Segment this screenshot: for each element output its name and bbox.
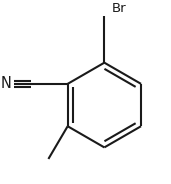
Text: Br: Br <box>112 1 127 15</box>
Text: N: N <box>1 76 12 91</box>
